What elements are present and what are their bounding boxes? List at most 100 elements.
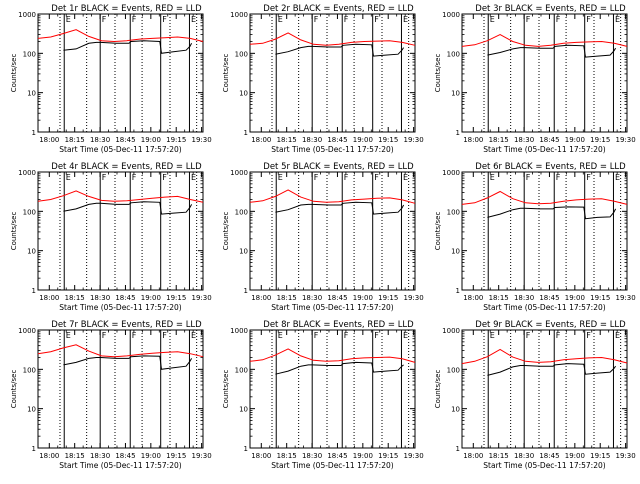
x-axis-label: Start Time (05-Dec-11 17:57:20) [271, 303, 393, 312]
y-tick-label: 100 [447, 366, 460, 374]
plot-frame [461, 171, 628, 291]
x-tick-label: 18:30 [514, 136, 534, 144]
y-tick-label: 1000 [442, 327, 460, 335]
y-tick-label: 100 [23, 50, 36, 58]
interval-marker-label: E [490, 173, 495, 182]
series-events-line [487, 206, 617, 220]
y-tick-label: 10 [239, 248, 248, 256]
y-tick-label: 10 [451, 406, 460, 414]
x-tick-label: 18:45 [327, 294, 347, 302]
interval-marker-label: F [586, 173, 591, 182]
x-tick-label: 18:00 [463, 452, 483, 460]
x-tick-label: 19:30 [404, 136, 424, 144]
x-tick-label: 18:45 [115, 294, 135, 302]
panel-title: Det 6r BLACK = Events, RED = LLD [475, 162, 626, 172]
x-tick-label: 19:00 [353, 452, 373, 460]
panel-title: Det 4r BLACK = Events, RED = LLD [51, 162, 202, 172]
interval-marker-label: F [526, 331, 531, 340]
y-tick-label: 1 [456, 129, 460, 137]
x-tick-label: 18:15 [277, 136, 297, 144]
x-tick-label: 18:00 [39, 294, 59, 302]
interval-marker-label: F [314, 15, 319, 24]
interval-marker-label: F [132, 15, 137, 24]
x-axis-label: Start Time (05-Dec-11 17:57:20) [59, 303, 181, 312]
y-tick-label: 10 [451, 90, 460, 98]
panel-det-2r: Det 2r BLACK = Events, RED = LLD 1 10 100 10… [222, 4, 424, 154]
x-axis-label: Start Time (05-Dec-11 17:57:20) [59, 145, 181, 154]
interval-marker-label: E [615, 173, 620, 182]
x-tick-label: 19:15 [378, 294, 398, 302]
interval-marker-label: F [556, 173, 561, 182]
x-tick-label: 18:00 [251, 452, 271, 460]
interval-marker-label: F [526, 15, 531, 24]
plot-frame [249, 13, 416, 133]
x-tick-label: 18:30 [90, 452, 110, 460]
plot-frame [37, 13, 204, 133]
interval-marker-label: F [586, 331, 591, 340]
interval-marker-label: F [162, 331, 167, 340]
panel-det-8r: Det 8r BLACK = Events, RED = LLD 1 10 100 10… [222, 320, 424, 470]
y-axis-label: Counts/sec [222, 212, 230, 251]
interval-marker-label: E [191, 173, 196, 182]
panel-det-3r: Det 3r BLACK = Events, RED = LLD 1 10 100 10… [434, 4, 636, 154]
x-tick-label: 18:15 [277, 452, 297, 460]
y-tick-label: 1000 [230, 169, 248, 177]
series-events-line [275, 43, 405, 57]
y-axis-label: Counts/sec [10, 212, 18, 251]
y-tick-label: 1 [244, 287, 248, 295]
y-tick-label: 10 [27, 90, 36, 98]
y-tick-label: 10 [27, 406, 36, 414]
interval-marker-label: E [191, 15, 196, 24]
x-tick-label: 19:00 [353, 136, 373, 144]
x-tick-label: 18:45 [539, 452, 559, 460]
x-tick-label: 18:15 [65, 452, 85, 460]
interval-marker-label: F [344, 173, 349, 182]
y-tick-label: 100 [235, 366, 248, 374]
interval-marker-label: F [132, 331, 137, 340]
series-lld-line [249, 348, 416, 363]
x-tick-label: 19:15 [590, 136, 610, 144]
x-tick-label: 18:45 [115, 136, 135, 144]
x-tick-label: 18:30 [302, 294, 322, 302]
panel-det-6r: Det 6r BLACK = Events, RED = LLD 1 10 100 10… [434, 162, 636, 312]
panel-title: Det 3r BLACK = Events, RED = LLD [475, 4, 626, 14]
x-tick-label: 19:15 [590, 452, 610, 460]
y-axis-label: Counts/sec [10, 54, 18, 93]
x-tick-label: 18:15 [489, 294, 509, 302]
x-tick-label: 19:30 [404, 452, 424, 460]
x-tick-label: 19:15 [166, 452, 186, 460]
y-tick-label: 1 [32, 129, 36, 137]
y-tick-label: 100 [23, 366, 36, 374]
x-tick-label: 18:45 [327, 452, 347, 460]
series-lld-line [461, 348, 628, 365]
x-tick-label: 19:30 [616, 136, 636, 144]
series-lld-line [249, 189, 416, 204]
interval-marker-label: E [278, 331, 283, 340]
interval-marker-label: E [66, 173, 71, 182]
interval-marker-label: F [374, 331, 379, 340]
series-events-line [63, 201, 193, 215]
y-axis-label: Counts/sec [434, 212, 442, 251]
y-tick-label: 1 [32, 445, 36, 453]
x-tick-label: 19:30 [404, 294, 424, 302]
x-tick-label: 19:15 [378, 452, 398, 460]
y-tick-label: 1000 [18, 327, 36, 335]
x-axis-label: Start Time (05-Dec-11 17:57:20) [59, 461, 181, 470]
y-tick-label: 1000 [442, 11, 460, 19]
interval-marker-label: F [374, 173, 379, 182]
panel-det-7r: Det 7r BLACK = Events, RED = LLD 1 10 100 10… [10, 320, 212, 470]
y-tick-label: 100 [447, 50, 460, 58]
interval-marker-label: F [162, 15, 167, 24]
panel-title: Det 9r BLACK = Events, RED = LLD [475, 320, 626, 330]
interval-marker-label: F [344, 331, 349, 340]
x-tick-label: 18:30 [302, 136, 322, 144]
x-tick-label: 18:00 [251, 136, 271, 144]
x-tick-label: 18:30 [514, 452, 534, 460]
y-axis-label: Counts/sec [434, 54, 442, 93]
y-tick-label: 100 [235, 50, 248, 58]
plot-frame [249, 171, 416, 291]
x-tick-label: 18:30 [90, 294, 110, 302]
x-tick-label: 18:15 [489, 452, 509, 460]
panel-title: Det 1r BLACK = Events, RED = LLD [51, 4, 202, 14]
